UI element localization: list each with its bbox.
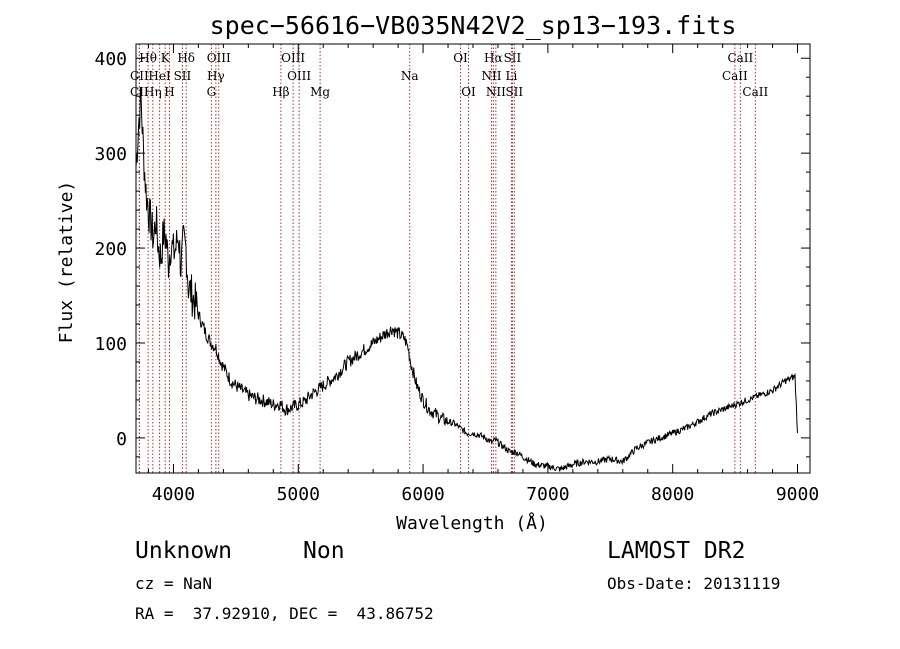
y-tick-label: 400 — [94, 49, 127, 70]
object-subclass: Non — [303, 538, 345, 564]
spectral-line-label: H — [164, 85, 174, 99]
spectral-line-label: OIII — [281, 51, 305, 65]
spectral-line-label: Hγ — [207, 69, 225, 83]
x-tick-label: 9000 — [776, 484, 819, 505]
spectral-line-label: OIII — [207, 51, 231, 65]
spectral-line-label: SII — [505, 85, 523, 99]
spectral-line-label: CaII — [742, 85, 768, 99]
plot-frame — [135, 43, 811, 474]
redshift-readout: cz = NaN — [135, 574, 213, 593]
x-tick-label: 8000 — [651, 484, 694, 505]
spectral-line-label: Mg — [310, 85, 330, 99]
x-tick-label: 7000 — [526, 484, 569, 505]
spectral-line-label: CaII — [727, 51, 753, 65]
spectral-line-label: CaII — [722, 69, 748, 83]
axis-ticks: 4000 5000 6000 7000 8000 9000 0 100 200 300 400 — [94, 44, 819, 505]
x-tick-label: 6000 — [401, 484, 444, 505]
spectral-line-label: Hδ — [177, 51, 195, 65]
survey-name: LAMOST DR2 — [607, 538, 746, 564]
y-tick-label: 100 — [94, 334, 127, 355]
x-tick-label: 4000 — [152, 484, 195, 505]
spectral-line-label: NII — [486, 85, 506, 99]
sky-coordinates: RA = 37.92910, DEC = 43.86752 — [135, 604, 434, 623]
object-class: Unknown — [135, 538, 232, 564]
y-tick-label: 300 — [94, 144, 127, 165]
spectral-line-label: Hη — [144, 85, 162, 99]
spectral-line-label: Hβ — [272, 85, 289, 99]
spectral-line-label: CII — [130, 85, 149, 99]
x-tick-label: 5000 — [277, 484, 320, 505]
spectrum-line — [135, 87, 798, 472]
spectral-line-label: G — [207, 85, 217, 99]
spectrum-series — [135, 87, 798, 472]
x-axis-label: Wavelength (Å) — [396, 512, 548, 534]
spectral-line-label: Hα — [484, 51, 503, 65]
spectral-line-label: SII — [504, 51, 522, 65]
spectral-line-label: Na — [401, 69, 419, 83]
observation-date: Obs-Date: 20131119 — [607, 574, 781, 593]
y-axis-label: Flux (relative) — [56, 181, 77, 344]
spectral-line-label: SII — [174, 69, 192, 83]
spectral-line-label: NII — [481, 69, 501, 83]
spectral-line-label: HeI — [148, 69, 171, 83]
spectral-line-label: OI — [453, 51, 468, 65]
spectral-line-label: Li — [506, 69, 518, 83]
spectral-line-label: OIII — [287, 69, 311, 83]
spectral-line-label: K — [161, 51, 171, 65]
spectral-line-label: OI — [461, 85, 476, 99]
chart-title: spec−56616−VB035N42V2_sp13−193.fits — [210, 11, 737, 40]
y-tick-label: 0 — [116, 429, 127, 450]
y-tick-label: 200 — [94, 239, 127, 260]
